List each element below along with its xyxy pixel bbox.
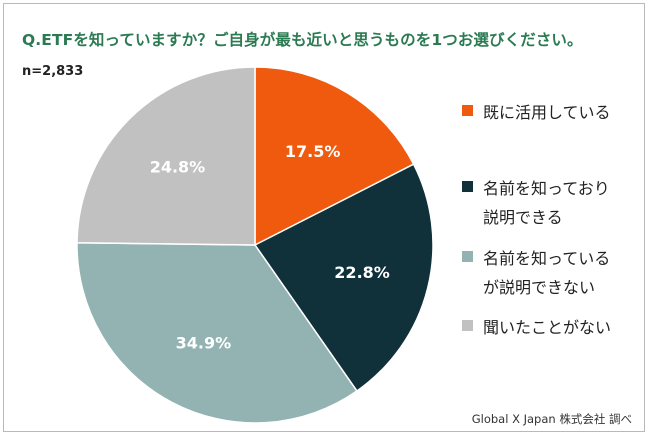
legend-label: 名前を知っており 説明できる — [483, 179, 610, 227]
legend-item-know-and-explain: 名前を知っており 説明できる — [462, 174, 610, 232]
data-label-already-using: 17.5% — [285, 142, 341, 161]
legend-label: 名前を知っている が説明できない — [483, 249, 611, 297]
legend-swatch — [462, 181, 473, 192]
chart-title: Q.ETFを知っていますか？ご自身が最も近いと思うものを1つお選びください。 — [22, 31, 583, 49]
pie-slice-know-name-only — [76, 242, 358, 424]
legend-label: 既に活用している — [483, 103, 611, 122]
pie-slice-already-using — [254, 66, 415, 247]
legend-item-know-name-only: 名前を知っている が説明できない — [462, 244, 610, 302]
pie-data-labels: 17.5% 22.8% 34.9% 24.8% — [150, 142, 390, 353]
legend-label: 聞いたことがない — [483, 318, 612, 337]
pie-slices — [76, 66, 434, 424]
pie-slice-never-heard — [76, 66, 256, 246]
legend-swatch — [462, 251, 473, 262]
legend-swatch — [462, 105, 473, 116]
data-label-know-name-only: 34.9% — [176, 334, 232, 353]
legend-item-already-using: 既に活用している — [462, 98, 611, 127]
data-label-know-and-explain: 22.8% — [334, 263, 390, 282]
legend-swatch — [462, 320, 473, 331]
source-note: Global X Japan 株式会社 調べ — [471, 412, 632, 426]
data-label-never-heard: 24.8% — [150, 157, 206, 176]
pie-slice-know-and-explain — [253, 163, 434, 392]
legend-item-never-heard: 聞いたことがない — [462, 313, 611, 342]
sample-size-label: n=2,833 — [22, 64, 84, 79]
